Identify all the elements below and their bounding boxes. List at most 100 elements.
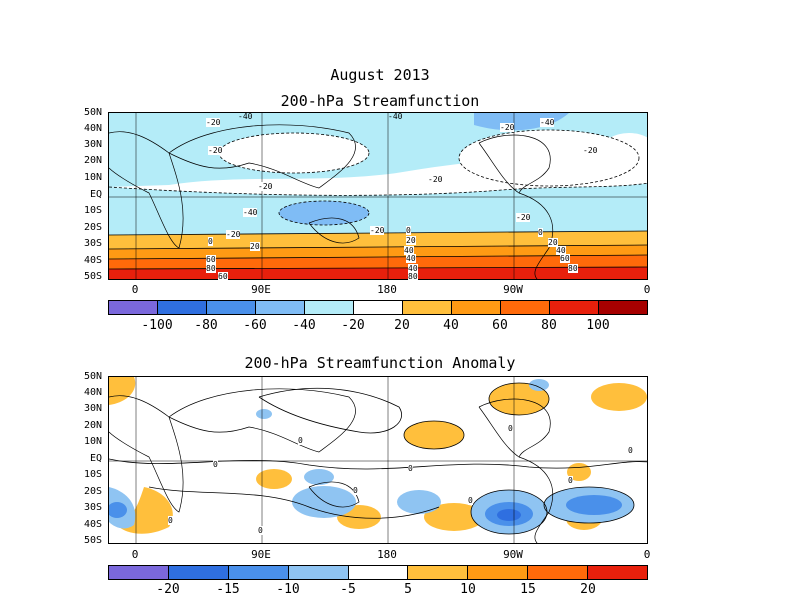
p2-lat-50N: 50N <box>83 371 102 382</box>
contour-label: 0 <box>213 460 218 469</box>
contour-label: 80 <box>408 272 418 281</box>
contour-label: -40 <box>243 208 258 217</box>
p1-swatch-3 <box>256 301 305 314</box>
p2-swatch-8 <box>588 566 648 579</box>
p1-swatch-8 <box>501 301 550 314</box>
contour-label: 0 <box>298 436 303 445</box>
p1-swatch-4 <box>305 301 354 314</box>
p2-lat-50S: 50S <box>83 535 102 546</box>
p1-swatch-7 <box>452 301 501 314</box>
contour-label: -20 <box>370 226 385 235</box>
contour-label: 20 <box>548 238 558 247</box>
p1-lat-40S: 40S <box>83 255 102 266</box>
p2-swatch-5 <box>408 566 469 579</box>
p1-tick-8: 80 <box>541 318 557 333</box>
p2-tick-4: 5 <box>404 582 412 597</box>
p1-lat-50N: 50N <box>83 107 102 118</box>
contour-label: 0 <box>208 237 213 246</box>
p1-tick-5: 20 <box>394 318 410 333</box>
contour-label: -20 <box>516 213 531 222</box>
p2-colorbar <box>108 565 648 580</box>
contour-label: -20 <box>583 146 598 155</box>
p2-tick-7: 20 <box>580 582 596 597</box>
contour-label: 80 <box>206 264 216 273</box>
p2-lat-40N: 40N <box>83 387 102 398</box>
p2-lon-90W: 90W <box>503 548 523 561</box>
p2-lat-30S: 30S <box>83 502 102 513</box>
contour-label: 0 <box>353 486 358 495</box>
p2-tick-6: 15 <box>520 582 536 597</box>
p1-tick-6: 40 <box>443 318 459 333</box>
contour-label: 20 <box>250 242 260 251</box>
p2-swatch-7 <box>528 566 589 579</box>
p1-lat-30N: 30N <box>83 139 102 150</box>
contour-label: 60 <box>560 254 570 263</box>
p2-tick-0: -20 <box>156 582 180 597</box>
p1-swatch-10 <box>599 301 647 314</box>
p1-lat-50S: 50S <box>83 271 102 282</box>
anomaly-map <box>108 376 648 544</box>
p2-lat-30N: 30N <box>83 403 102 414</box>
p2-swatch-6 <box>468 566 529 579</box>
contour-label: 40 <box>408 264 418 273</box>
p2-lon-0: 0 <box>131 548 139 561</box>
contour-label: -20 <box>208 146 223 155</box>
contour-label: -20 <box>258 182 273 191</box>
p2-lon-0-right: 0 <box>643 548 651 561</box>
p2-swatch-2 <box>228 566 289 579</box>
p2-lat-40S: 40S <box>83 519 102 530</box>
p2-tick-3: -5 <box>340 582 356 597</box>
p2-lat-20S: 20S <box>83 486 102 497</box>
p2-swatch-0 <box>109 566 169 579</box>
contour-label: 80 <box>568 264 578 273</box>
contour-label: -40 <box>388 112 403 121</box>
p1-tick-9: 100 <box>586 318 610 333</box>
p2-lat-10S: 10S <box>83 469 102 480</box>
p1-lat-EQ: EQ <box>89 189 102 200</box>
p1-lat-10S: 10S <box>83 205 102 216</box>
p1-lat-40N: 40N <box>83 123 102 134</box>
contour-label: 0 <box>538 228 543 237</box>
p1-tick-0: -100 <box>141 318 173 333</box>
contour-label: 40 <box>556 246 566 255</box>
contour-label: -40 <box>540 118 555 127</box>
contour-label: 0 <box>568 476 573 485</box>
contour-label: 0 <box>628 446 633 455</box>
panel2-title: 200-hPa Streamfunction Anomaly <box>244 354 516 372</box>
p1-swatch-5 <box>354 301 403 314</box>
p1-lat-20N: 20N <box>83 155 102 166</box>
p2-swatch-4 <box>348 566 409 579</box>
contour-label: -20 <box>428 175 443 184</box>
p1-swatch-1 <box>158 301 207 314</box>
contour-label: 20 <box>406 236 416 245</box>
p1-swatch-6 <box>403 301 452 314</box>
p1-lon-90W: 90W <box>503 283 523 296</box>
p1-swatch-2 <box>207 301 256 314</box>
p2-lat-EQ: EQ <box>89 453 102 464</box>
p1-lat-10N: 10N <box>83 172 102 183</box>
contour-label: 40 <box>406 254 416 263</box>
contour-label: 0 <box>468 496 473 505</box>
p1-contour-labels: -20 -40 -20 -40 -20 -20 -20 -40 -40 -20 … <box>108 112 648 281</box>
p2-lon-180: 180 <box>377 548 397 561</box>
p2-lat-10N: 10N <box>83 436 102 447</box>
contour-label: -20 <box>500 123 515 132</box>
p1-tick-4: -20 <box>341 318 365 333</box>
p2-lon-90E: 90E <box>251 548 271 561</box>
panel1-title: 200-hPa Streamfunction <box>280 92 480 110</box>
main-title: August 2013 <box>330 66 430 84</box>
p1-lon-0: 0 <box>131 283 139 296</box>
contour-label: 60 <box>218 272 228 281</box>
contour-label: 60 <box>206 255 216 264</box>
p2-tick-1: -15 <box>216 582 240 597</box>
contour-label: -20 <box>226 230 241 239</box>
contour-label: 40 <box>404 246 414 255</box>
p1-swatch-9 <box>550 301 599 314</box>
p1-lon-0-right: 0 <box>643 283 651 296</box>
p2-contour-labels: 0 0 0 0 0 0 0 0 0 0 <box>108 376 648 544</box>
p1-lon-90E: 90E <box>251 283 271 296</box>
contour-label: -40 <box>238 112 253 121</box>
p1-tick-3: -40 <box>292 318 316 333</box>
p1-colorbar <box>108 300 648 315</box>
p1-lat-20S: 20S <box>83 222 102 233</box>
